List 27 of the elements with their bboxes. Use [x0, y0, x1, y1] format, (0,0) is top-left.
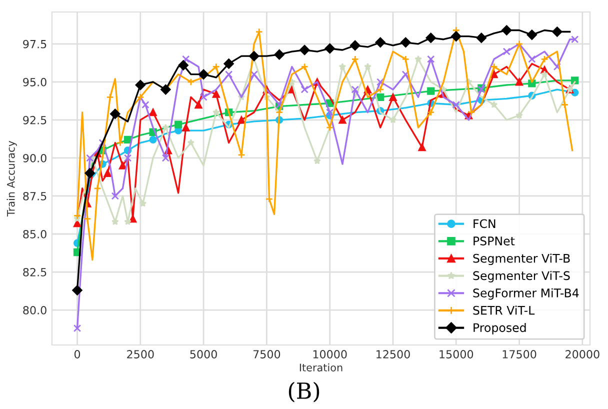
legend-label: FCN [474, 219, 496, 228]
y-tick-label: 92.5 [23, 116, 46, 124]
x-tick-label: 0 [74, 350, 80, 358]
y-tick-label: 90.0 [23, 154, 46, 162]
legend-label: Segmenter ViT-S [473, 270, 570, 282]
y-axis-title: Train Accuracy [6, 140, 17, 216]
x-tick-label: 7500 [253, 350, 280, 358]
y-tick-label: 95.0 [23, 78, 46, 86]
y-tick-label: 87.5 [23, 192, 46, 200]
x-tick-label: 2500 [127, 350, 154, 358]
legend-label: PSPNet [474, 236, 515, 246]
y-tick-label: 85.0 [23, 230, 46, 238]
x-axis-title: Iteration [300, 363, 342, 372]
x-tick-label: 15000 [440, 350, 474, 358]
y-tick-label: 82.5 [23, 268, 46, 276]
x-tick-label: 5000 [190, 350, 217, 358]
legend-label: Segmenter ViT-B [473, 254, 570, 266]
x-tick-label: 10000 [313, 350, 347, 358]
text: (B) [288, 382, 320, 402]
x-tick-label: 17500 [502, 350, 536, 358]
legend-label: SegFormer MiT-B4 [473, 288, 579, 300]
legend-label: SETR ViT-L [473, 306, 535, 315]
x-tick-label: 12500 [376, 350, 410, 358]
x-tick-label: 20000 [566, 350, 600, 358]
y-tick-label: 80.0 [23, 306, 46, 314]
legend-label: Proposed [474, 322, 526, 334]
y-tick-label: 97.5 [23, 40, 46, 48]
